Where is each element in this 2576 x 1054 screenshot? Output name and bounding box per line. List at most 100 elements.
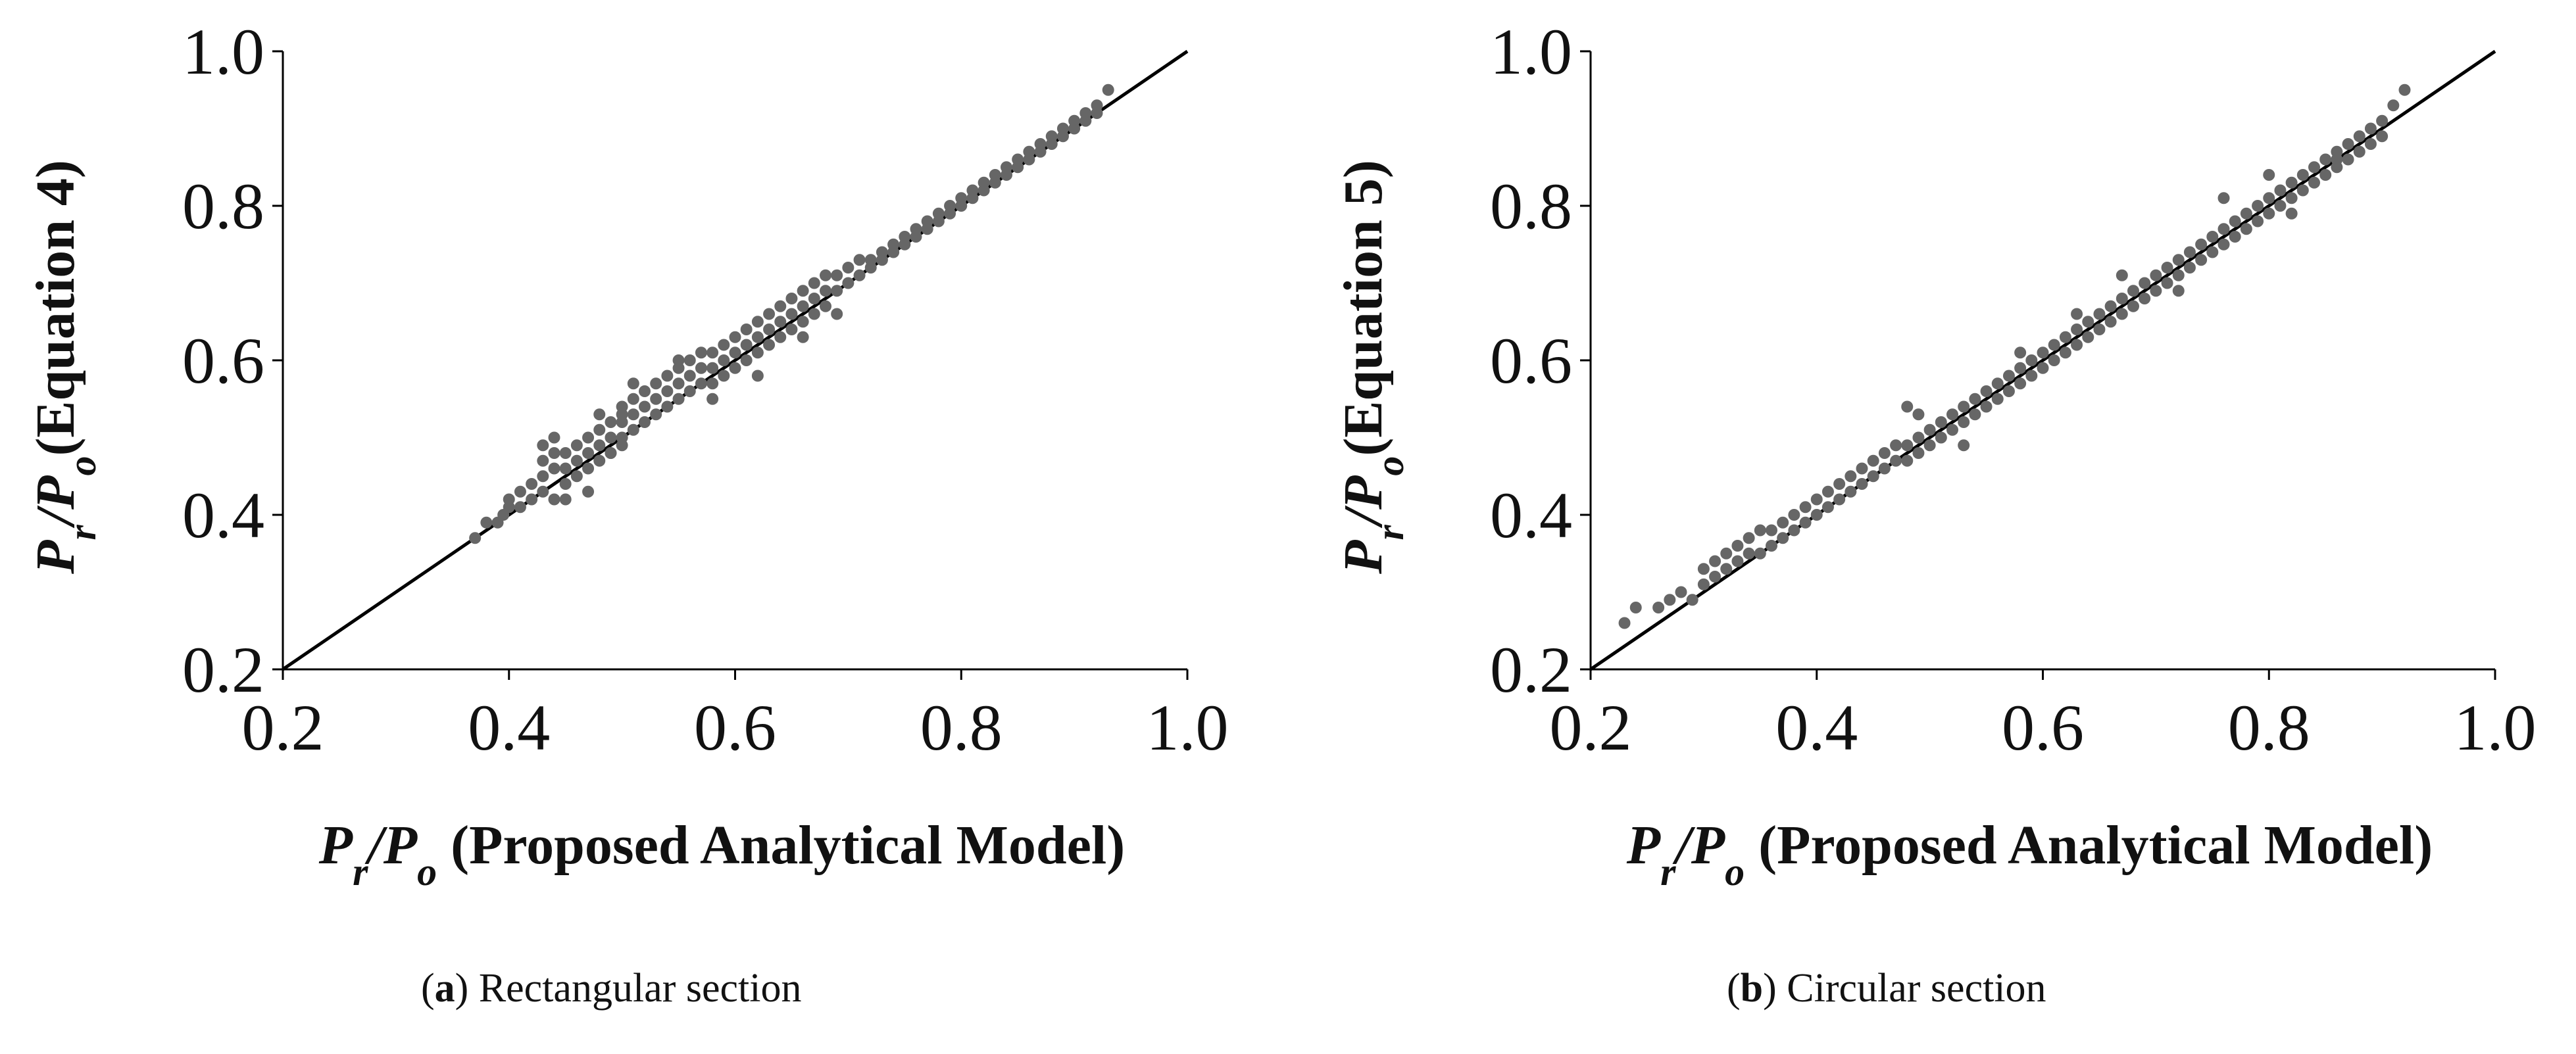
data-point: [2387, 99, 2400, 112]
data-point: [514, 501, 526, 514]
data-point: [1709, 571, 1721, 583]
data-point: [650, 377, 662, 390]
data-point: [570, 439, 583, 452]
data-point: [1777, 516, 1789, 529]
x-axis-title-part: o: [1725, 850, 1745, 894]
data-point: [1697, 563, 1710, 575]
data-point: [1618, 617, 1631, 629]
data-point: [751, 316, 764, 328]
data-point: [2217, 192, 2230, 204]
x-axis-title-part: P: [318, 815, 353, 876]
data-point: [2161, 277, 2173, 289]
data-point: [537, 485, 549, 498]
data-point: [2048, 354, 2060, 366]
data-point: [2206, 246, 2219, 258]
caption-text: Rectangular section: [478, 966, 802, 1011]
y-tick-label: 0.2: [182, 633, 264, 706]
data-point: [740, 323, 753, 335]
data-point: [1799, 516, 1812, 529]
data-point: [820, 285, 831, 297]
data-point: [559, 447, 572, 459]
data-point: [2263, 207, 2275, 220]
data-point: [1935, 431, 1947, 444]
data-point: [526, 478, 538, 490]
data-point: [2116, 293, 2128, 304]
data-point: [1068, 114, 1081, 127]
y-tick-label: 1.0: [182, 15, 264, 88]
data-point: [1969, 393, 1981, 405]
data-point: [2071, 323, 2083, 335]
data-point: [785, 308, 798, 320]
data-point: [1856, 462, 1868, 475]
data-point: [683, 370, 696, 382]
y-axis-title-part: (Equation 5): [1333, 160, 1394, 456]
data-point: [944, 200, 956, 212]
data-point: [1923, 423, 1936, 436]
data-point: [1845, 485, 1857, 498]
x-tick-label: 0.8: [2228, 691, 2310, 764]
data-point: [932, 207, 945, 220]
data-point: [582, 485, 595, 498]
data-point: [537, 439, 549, 452]
data-point: [627, 423, 639, 436]
data-point: [2308, 176, 2320, 189]
data-point: [2093, 323, 2106, 335]
data-point: [672, 377, 685, 390]
data-point: [2296, 169, 2309, 181]
y-axis-title: Pr/Po(Equation 5): [1333, 160, 1412, 575]
data-point: [1946, 408, 1958, 421]
data-point: [1958, 416, 1970, 428]
data-point: [1867, 454, 1879, 467]
x-axis-title-part: r: [1660, 850, 1676, 894]
data-point: [1890, 439, 1902, 452]
data-point: [2014, 362, 2027, 374]
data-point: [570, 454, 583, 467]
data-point: [593, 408, 606, 421]
data-point: [683, 385, 696, 397]
data-point: [661, 400, 674, 413]
y-tick-label: 0.6: [1490, 324, 1572, 397]
y-tick-label: 1.0: [1490, 15, 1572, 88]
data-point: [2048, 339, 2060, 351]
data-point: [605, 447, 617, 459]
y-axis-title-part: r: [61, 525, 104, 540]
x-axis-title: Pr/Po (Proposed Analytical Model): [318, 815, 1125, 894]
data-point: [2116, 308, 2128, 320]
data-point: [695, 362, 707, 374]
y-axis-title-part: o: [1368, 456, 1412, 476]
data-point: [751, 347, 764, 359]
data-point: [2014, 377, 2027, 390]
y-tick-label: 0.6: [182, 324, 264, 397]
data-point: [2071, 339, 2083, 351]
data-point: [1991, 393, 2004, 405]
data-point: [2172, 254, 2185, 266]
data-point: [1833, 493, 1846, 506]
data-point: [2002, 370, 2015, 382]
data-point: [616, 408, 628, 421]
data-point: [718, 339, 730, 351]
data-point: [2319, 153, 2332, 166]
data-point: [797, 300, 809, 312]
data-point: [1034, 138, 1047, 150]
data-point: [2285, 192, 2298, 204]
y-axis-title-part: (Equation 4): [25, 160, 86, 456]
data-point: [2150, 269, 2162, 281]
data-point: [729, 331, 741, 343]
data-point: [593, 423, 606, 436]
data-point: [1652, 602, 1665, 613]
data-point: [1045, 130, 1058, 143]
data-point: [820, 300, 831, 312]
data-point: [2172, 269, 2185, 281]
y-axis-title-part: P: [25, 475, 86, 510]
data-point: [1788, 524, 1800, 537]
data-point: [2082, 316, 2094, 328]
data-point: [1754, 524, 1766, 537]
data-point: [1766, 540, 1777, 552]
data-point: [514, 485, 526, 498]
data-point: [1001, 161, 1012, 174]
data-point: [729, 362, 741, 374]
data-point: [1743, 547, 1755, 560]
data-point: [729, 347, 741, 359]
data-point: [1754, 547, 1766, 560]
